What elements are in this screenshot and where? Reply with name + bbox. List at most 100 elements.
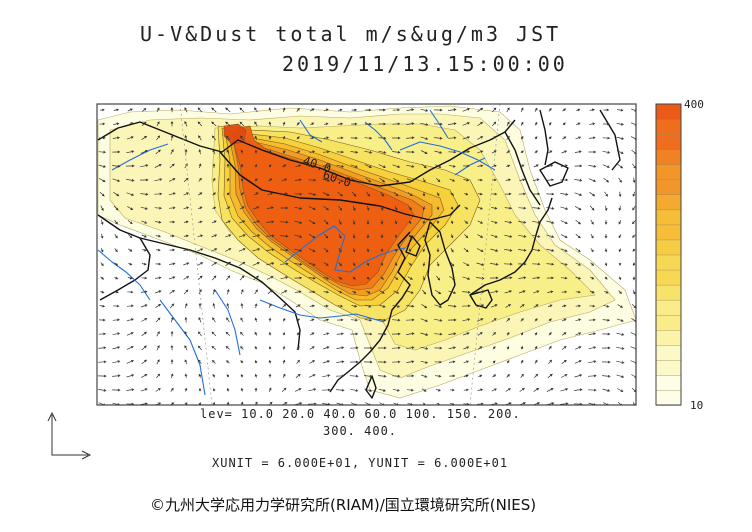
wind-arrow bbox=[280, 220, 289, 224]
wind-arrow bbox=[184, 303, 188, 309]
wind-arrow bbox=[393, 290, 400, 294]
wind-arrow bbox=[546, 248, 555, 252]
wind-arrow bbox=[266, 276, 274, 280]
wind-arrow bbox=[240, 135, 244, 141]
wind-arrow bbox=[226, 360, 230, 364]
plot-frame bbox=[96, 103, 637, 406]
wind-arrow bbox=[616, 332, 625, 336]
wind-arrow bbox=[240, 289, 244, 295]
wind-arrow bbox=[380, 262, 384, 266]
wind-arrow bbox=[534, 332, 538, 336]
wind-arrow bbox=[505, 304, 512, 308]
wind-arrow bbox=[308, 374, 316, 378]
wind-arrow bbox=[336, 388, 345, 392]
wind-arrow bbox=[477, 388, 484, 392]
wind-arrow bbox=[560, 234, 568, 238]
west-rivers-3 bbox=[214, 289, 241, 356]
wind-arrow bbox=[364, 136, 373, 140]
korea-coast bbox=[424, 221, 456, 306]
wind-arrow bbox=[576, 108, 581, 112]
wind-arrow bbox=[434, 360, 443, 364]
wind-arrow bbox=[309, 332, 315, 336]
wind-arrow bbox=[492, 331, 497, 336]
wind-arrow bbox=[252, 220, 260, 224]
wind-arrow bbox=[335, 374, 345, 378]
wind-vector-field bbox=[97, 107, 636, 405]
west-border bbox=[97, 214, 151, 301]
wind-arrow bbox=[546, 192, 555, 196]
wind-arrow bbox=[618, 234, 622, 239]
wind-arrow bbox=[534, 136, 538, 140]
wind-arrow bbox=[533, 290, 540, 294]
wind-arrow bbox=[463, 374, 469, 378]
wind-arrow bbox=[406, 304, 415, 308]
wind-arrow bbox=[560, 220, 568, 224]
wind-arrow bbox=[602, 318, 611, 322]
wind-arrow bbox=[574, 192, 583, 196]
wind-arrow bbox=[239, 206, 245, 210]
wind-arrow bbox=[268, 387, 272, 393]
wind-arrow bbox=[547, 373, 553, 379]
wind-arrow bbox=[266, 220, 275, 224]
wind-arrow bbox=[518, 276, 527, 280]
wind-arrow bbox=[281, 290, 288, 294]
wind-arrow bbox=[98, 332, 107, 336]
wind-arrow bbox=[464, 192, 469, 196]
wind-arrow bbox=[127, 122, 134, 126]
wind-arrow bbox=[364, 318, 373, 322]
wind-arrow bbox=[324, 304, 329, 308]
wind-arrow bbox=[225, 234, 232, 238]
wind-arrow bbox=[127, 220, 133, 225]
wind-arrow bbox=[225, 121, 231, 127]
wind-arrow bbox=[338, 219, 342, 225]
wind-arrow bbox=[254, 135, 258, 140]
wind-arrow bbox=[532, 234, 541, 238]
wind-arrow bbox=[505, 192, 512, 196]
wind-arrow bbox=[476, 248, 484, 252]
wind-arrow bbox=[490, 290, 499, 294]
colorbar-min-label: 10 bbox=[690, 399, 704, 412]
wind-arrow bbox=[378, 108, 386, 112]
wind-arrow bbox=[392, 150, 401, 154]
colorbar-step bbox=[655, 118, 682, 135]
wind-arrow bbox=[309, 360, 316, 364]
wind-arrow bbox=[520, 318, 524, 322]
wind-arrow bbox=[322, 150, 330, 154]
wind-arrow bbox=[602, 346, 611, 350]
colorbar-step bbox=[655, 374, 682, 391]
wind-arrow bbox=[478, 360, 483, 364]
wind-arrow bbox=[154, 206, 162, 210]
wind-arrow bbox=[618, 219, 622, 225]
wind-arrow bbox=[254, 373, 258, 378]
wind-arrow bbox=[98, 389, 107, 392]
west-rivers-1 bbox=[97, 249, 151, 301]
wind-arrow bbox=[280, 206, 289, 210]
wind-arrow bbox=[338, 247, 342, 253]
wind-arrow bbox=[560, 402, 569, 405]
wind-arrow bbox=[126, 304, 134, 308]
wind-arrow bbox=[462, 150, 471, 154]
wind-arrow bbox=[434, 150, 443, 154]
kamchatka-coast bbox=[599, 109, 621, 171]
wind-arrow bbox=[225, 331, 231, 336]
wind-arrow bbox=[575, 248, 581, 253]
wind-arrow bbox=[604, 205, 608, 212]
wind-arrow bbox=[322, 178, 331, 182]
wind-arrow bbox=[212, 206, 217, 210]
wind-arrow bbox=[406, 318, 415, 322]
wind-arrow bbox=[126, 192, 135, 196]
wind-arrow bbox=[506, 373, 510, 378]
wind-arrow bbox=[363, 360, 373, 364]
wind-arrow bbox=[561, 359, 567, 364]
wind-arrow bbox=[590, 219, 594, 225]
colorbar-frame bbox=[655, 103, 682, 406]
wind-arrow bbox=[197, 107, 203, 113]
wind-arrow bbox=[114, 233, 118, 239]
wind-arrow bbox=[184, 163, 188, 169]
wind-arrow bbox=[296, 136, 300, 140]
wind-arrow bbox=[352, 233, 356, 239]
wind-arrow bbox=[183, 248, 190, 252]
wind-arrow bbox=[112, 136, 120, 140]
wind-arrow bbox=[420, 136, 429, 140]
wind-arrow bbox=[378, 164, 386, 168]
